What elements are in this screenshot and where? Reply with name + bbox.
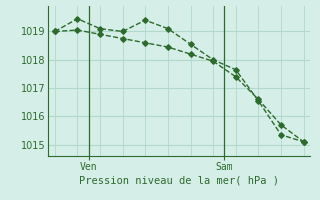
X-axis label: Pression niveau de la mer( hPa ): Pression niveau de la mer( hPa ) [79, 176, 279, 186]
